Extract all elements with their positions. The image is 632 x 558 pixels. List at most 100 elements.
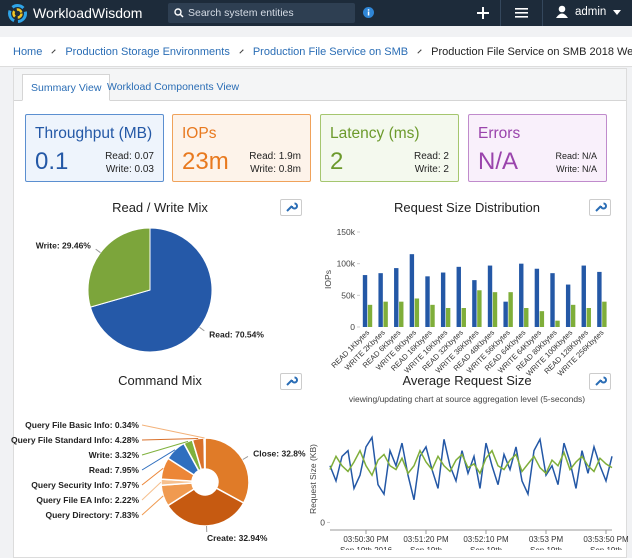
bar — [571, 305, 575, 327]
bar — [399, 302, 403, 327]
y-tick-label: 100k — [337, 259, 356, 269]
bar — [446, 308, 450, 327]
bar — [425, 276, 429, 327]
card-value: 2 — [330, 148, 343, 176]
crumb-link[interactable]: Home — [13, 46, 42, 58]
brand[interactable]: WorkloadWisdom — [33, 5, 142, 21]
bar — [363, 275, 367, 327]
y-tick-label: 150k — [337, 227, 356, 237]
settings-button[interactable] — [280, 199, 302, 216]
data-label: Query Directory: 7.83% — [45, 510, 139, 520]
x-tick-label: 03:50:30 PMSep 19th 2016 — [340, 535, 393, 550]
add-button[interactable] — [476, 6, 490, 20]
slice — [204, 438, 205, 469]
tab[interactable]: Workload Components View — [99, 74, 247, 101]
card-read: Read: N/A — [555, 150, 597, 163]
y-tick-label: 0 — [350, 322, 355, 332]
user-name[interactable]: admin — [575, 6, 606, 18]
bar — [488, 266, 492, 327]
chart-title: Command Mix — [118, 373, 202, 388]
bar — [441, 273, 445, 327]
search-icon — [174, 8, 184, 18]
tab[interactable]: Summary View — [22, 74, 110, 101]
breadcrumb: Home Production Storage Environments Pro… — [0, 37, 632, 67]
data-label: Query File Standard Info: 4.28% — [11, 435, 139, 445]
bar — [430, 305, 434, 327]
data-label: Query File EA Info: 2.22% — [36, 495, 139, 505]
settings-button[interactable] — [589, 199, 611, 216]
card-title: Throughput (MB) — [35, 125, 152, 143]
leader-line — [243, 456, 248, 459]
x-tick-label: 03:53:50 PMSep 19th — [583, 535, 629, 550]
data-label: Create: 32.94% — [207, 533, 268, 543]
bar — [582, 266, 586, 327]
settings-button[interactable] — [280, 373, 302, 390]
user-caret[interactable] — [613, 10, 621, 16]
chart-title: Average Request Size — [402, 373, 531, 388]
chart-title: Request Size Distribution — [394, 200, 540, 215]
chart-subtitle: viewing/updating chart at source aggrega… — [349, 394, 585, 404]
bar — [503, 302, 507, 327]
bar — [540, 311, 544, 327]
user-icon[interactable] — [556, 5, 568, 19]
data-label: Read: 7.95% — [89, 465, 140, 475]
bar — [555, 321, 559, 327]
bar — [410, 254, 414, 327]
bar — [472, 280, 476, 327]
card-value: 0.1 — [35, 148, 68, 176]
card-write: Write: 0.03 — [105, 163, 154, 176]
settings-button[interactable] — [589, 373, 611, 390]
top-bar: WorkloadWisdom Search system entities ad… — [0, 0, 632, 26]
bar — [394, 268, 398, 327]
charts: Read / Write Mix Read: 70.54% Write: 29.46… — [0, 190, 632, 550]
card-title: Latency (ms) — [330, 125, 420, 143]
bar — [550, 273, 554, 327]
card-read: Read: 1.9m — [249, 150, 301, 163]
leader-line — [142, 439, 198, 440]
x-tick-label: 03:53 PMSep 19th — [529, 535, 564, 550]
crumb-link[interactable]: Production Storage Environments — [65, 46, 229, 58]
bar — [587, 308, 591, 327]
info-icon[interactable] — [363, 7, 374, 18]
card-write: Write: 2 — [414, 163, 449, 176]
leader-line — [96, 249, 101, 253]
chart-title: Read / Write Mix — [112, 200, 208, 215]
data-label: Read: 70.54% — [209, 330, 264, 340]
x-tick-label: 03:52:10 PMSep 19th — [463, 535, 509, 550]
logo — [8, 4, 27, 23]
bar — [493, 292, 497, 327]
bar — [368, 305, 372, 327]
bar — [462, 308, 466, 327]
bar — [383, 302, 387, 327]
bar — [457, 267, 461, 327]
tab-bar: Summary View Workload Components View — [14, 69, 626, 101]
y-tick-label: 0 — [320, 517, 325, 527]
y-axis-label: IOPs — [323, 270, 333, 289]
leader-line — [200, 327, 205, 331]
card-title: IOPs — [182, 125, 216, 143]
menu-button[interactable] — [515, 7, 528, 19]
data-label: Query Security Info: 7.97% — [31, 480, 139, 490]
leader-line — [142, 496, 163, 515]
search-box[interactable]: Search system entities — [168, 3, 355, 23]
bar — [508, 292, 512, 327]
y-axis-label: Request Size (KB) — [308, 444, 318, 514]
card-title: Errors — [478, 125, 520, 143]
data-label: Write: 29.46% — [36, 240, 92, 250]
bar — [602, 302, 606, 327]
card-value: 23m — [182, 148, 229, 176]
crumb-link[interactable]: Production File Service on SMB — [253, 46, 408, 58]
card-write: Write: N/A — [555, 163, 597, 176]
card-read: Read: 2 — [414, 150, 449, 163]
card-value: N/A — [478, 148, 518, 176]
data-label: Query File Basic Info: 0.34% — [25, 420, 139, 430]
